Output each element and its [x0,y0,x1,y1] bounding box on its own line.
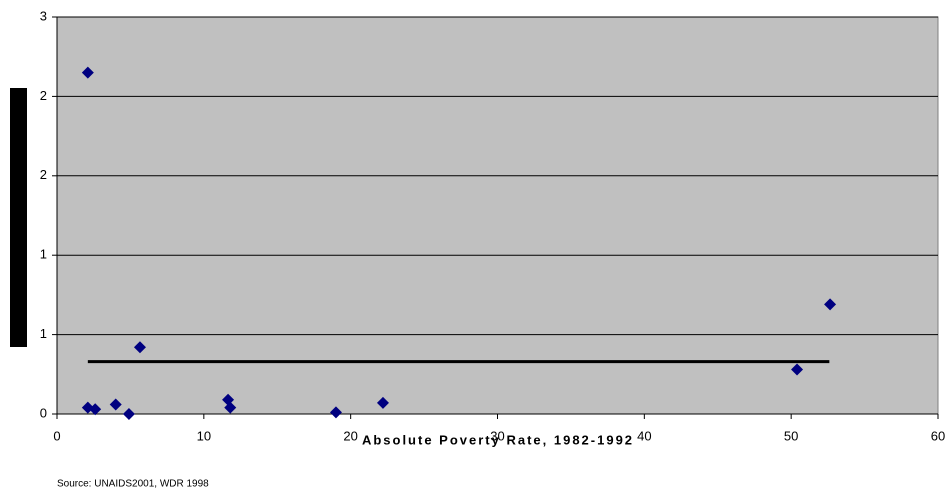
point [122,408,135,420]
point [791,363,804,376]
x-tick-label: 20 [343,428,357,443]
y-tick-label: 2 [40,167,47,182]
x-axis-label: Absolute Poverty Rate, 1982-1992 [362,432,634,447]
y-axis-label-box [10,88,27,347]
source-note: Source: UNAIDS2001, WDR 1998 [57,479,209,490]
point [224,401,237,414]
point [81,66,94,79]
y-tick-label: 1 [40,326,47,341]
point [89,403,102,416]
y-tick-label: 3 [40,8,47,23]
plot-area [56,16,939,415]
y-tick-label: 2 [40,88,47,103]
x-tick-label: 10 [197,428,211,443]
y-tick-label: 1 [40,247,47,262]
x-tick-label: 30 [490,428,504,443]
point [824,298,837,311]
x-tick-label: 0 [53,428,60,443]
point [109,398,122,411]
y-tick-label: 0 [40,405,47,420]
point [133,341,146,354]
point [329,406,342,419]
x-tick-label: 60 [931,428,945,443]
x-tick-label: 40 [637,428,651,443]
x-tick-label: 50 [784,428,798,443]
point [376,396,389,409]
